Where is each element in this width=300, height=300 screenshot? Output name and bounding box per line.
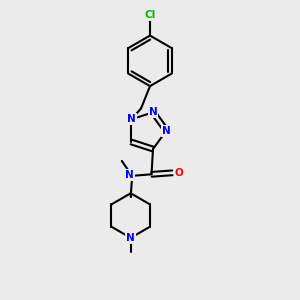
Text: N: N	[127, 114, 136, 124]
Text: N: N	[148, 107, 158, 117]
Text: O: O	[175, 168, 183, 178]
Text: N: N	[126, 233, 135, 243]
Text: Cl: Cl	[144, 11, 156, 20]
Text: N: N	[125, 170, 134, 180]
Text: N: N	[162, 126, 171, 136]
